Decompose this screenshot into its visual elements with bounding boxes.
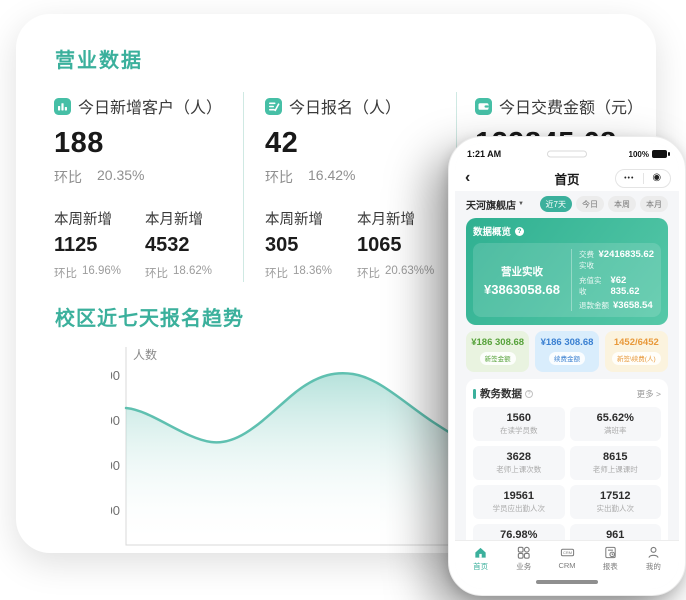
academic-header: 教务数据 — [480, 388, 522, 400]
stat-value: 188 — [54, 127, 104, 159]
stat-cell: 961 请假人数 — [569, 524, 661, 540]
wallet-icon — [475, 97, 492, 115]
stat-cell: 65.62% 满班率 — [569, 407, 661, 441]
revenue-label: 营业实收 — [501, 265, 543, 278]
form-pen-icon — [265, 97, 282, 115]
overview-header: 数据概览 — [473, 227, 512, 238]
phone-screen: 1:21 AM 100% ‹ 首页 ••• ◉ — [455, 143, 679, 589]
stat-cell: 17512 实出勤人次 — [569, 485, 661, 519]
status-time: 1:21 AM — [467, 149, 502, 159]
phone-content: 天河旗舰店 ▼ 近7天 今日 本周 本月 数据概览 ? — [455, 191, 679, 540]
tabbar-reports[interactable]: 报表 — [589, 545, 632, 572]
crm-icon: CRM — [560, 548, 574, 557]
tab-this-month[interactable]: 本月 — [640, 196, 668, 212]
y-axis-label: 人数 — [133, 347, 157, 362]
week-new-block: 本周新增 305 环比 18.36% — [265, 212, 333, 280]
hb-label: 环比 — [54, 169, 82, 185]
y-tick: 500 — [111, 503, 120, 518]
stat-title: 今日新增客户（人） — [78, 100, 223, 117]
overview-row: 充值实收 ¥62 835.62 — [579, 274, 640, 297]
overview-row: 交费实收 ¥2416835.62 — [579, 249, 654, 270]
period-tabs: 近7天 今日 本周 本月 — [539, 196, 668, 212]
chevron-down-icon: ▼ — [518, 201, 524, 207]
chart-title: 校区近七天报名趋势 — [55, 308, 244, 330]
stat-cell: 3628 老师上课次数 — [473, 446, 565, 480]
mini-cards-row: ¥186 308.68 新签金额 ¥186 308.68 续费金额 1452/6… — [466, 331, 668, 372]
grid-icon — [518, 546, 530, 559]
report-icon — [605, 546, 616, 559]
nav-bar: ‹ 首页 ••• ◉ — [455, 165, 679, 191]
bottom-tab-bar: 首页 业务 CRM CRM — [455, 540, 679, 574]
tabbar-crm[interactable]: CRM CRM — [545, 545, 588, 572]
svg-text:CRM: CRM — [563, 550, 572, 555]
week-new-block: 本周新增 1125 环比 16.96% — [54, 212, 122, 280]
section-title-business-data: 营业数据 — [55, 50, 143, 72]
month-new-block: 本月新增 1065 环比 20.63%% — [357, 212, 435, 280]
tab-last7days[interactable]: 近7天 — [539, 196, 572, 212]
hb-value: 20.35% — [97, 167, 145, 183]
person-icon — [648, 546, 659, 558]
bar-chart-icon — [54, 97, 71, 115]
chart-line — [124, 371, 479, 447]
stat-title: 今日交费金额（元） — [499, 100, 644, 117]
academic-data-card: 教务数据 ? 更多 > 1560 在读学员数 65.62% 满班率 — [466, 379, 668, 540]
data-overview-card: 数据概览 ? 营业实收 ¥3863058.68 交费实收 ¥2416835.6 — [466, 218, 668, 325]
overview-panel: 营业实收 ¥3863058.68 交费实收 ¥2416835.62 充值实收 — [473, 243, 661, 317]
hb-value: 16.42% — [308, 167, 356, 183]
capsule-divider — [642, 172, 644, 184]
month-new-block: 本月新增 4532 环比 18.62% — [145, 212, 213, 280]
mini-card-renewal-amount: ¥186 308.68 续费金额 — [535, 331, 599, 372]
tabbar-mine[interactable]: 我的 — [632, 545, 675, 572]
help-icon[interactable]: ? — [515, 226, 525, 236]
stats-grid: 1560 在读学员数 65.62% 满班率 3628 老师上课次数 8615 — [473, 407, 661, 540]
help-icon[interactable]: ? — [525, 389, 533, 398]
stat-cell: 19561 学员应出勤人次 — [473, 485, 565, 519]
y-tick: 1500 — [111, 413, 120, 428]
status-bar: 1:21 AM 100% — [455, 143, 679, 165]
home-indicator[interactable] — [536, 580, 598, 584]
page-title: 首页 — [554, 172, 580, 187]
y-tick: 1000 — [111, 458, 120, 473]
tab-today[interactable]: 今日 — [576, 196, 604, 212]
mini-card-new-sign-amount: ¥186 308.68 新签金额 — [466, 331, 530, 372]
chart-area-fill — [126, 373, 477, 545]
y-tick: 2000 — [111, 368, 120, 383]
tab-this-week[interactable]: 本周 — [608, 196, 636, 212]
panel-divider — [571, 249, 572, 311]
stat-value: 42 — [265, 127, 299, 159]
section-accent-bar — [473, 388, 476, 399]
battery-percent: 100% — [628, 149, 649, 159]
overview-row: 退款金额 ¥3658.54 — [579, 300, 653, 311]
stat-cell: 1560 在读学员数 — [473, 407, 565, 441]
mini-card-sign-renew-count: 1452/6452 新签\续费(人) — [604, 331, 668, 372]
close-target-icon[interactable]: ◉ — [652, 172, 662, 183]
stat-title: 今日报名（人） — [289, 100, 402, 117]
stat-card-signups: 今日报名（人） 42 环比 16.42% 本周新增 305 环比 18.36% … — [265, 94, 449, 281]
more-dots-icon[interactable]: ••• — [624, 174, 635, 182]
tabbar-home[interactable]: 首页 — [459, 545, 502, 572]
speaker-notch — [547, 150, 587, 158]
hb-label: 环比 — [265, 169, 293, 185]
stat-card-new-customers: 今日新增客户（人） 188 环比 20.35% 本周新增 1125 环比 16.… — [54, 94, 236, 281]
tabbar-business[interactable]: 业务 — [502, 545, 545, 572]
back-button[interactable]: ‹ — [465, 169, 471, 186]
stat-cell: 76.98% 出勤率 — [473, 524, 565, 540]
more-link[interactable]: 更多 > — [636, 388, 661, 399]
stat-cell: 8615 老师上课课时 — [569, 446, 661, 480]
card-divider — [243, 92, 244, 282]
miniprogram-capsule: ••• ◉ — [615, 168, 671, 188]
trend-area-chart: 人数 2000 1500 1000 500 — [111, 347, 660, 546]
phone-mockup: 1:21 AM 100% ‹ 首页 ••• ◉ — [448, 136, 686, 596]
home-indicator-zone — [455, 574, 679, 589]
home-icon — [475, 547, 486, 558]
revenue-value: ¥3863058.68 — [484, 281, 560, 297]
battery-icon — [652, 150, 670, 158]
store-selector[interactable]: 天河旗舰店 ▼ — [466, 200, 524, 212]
